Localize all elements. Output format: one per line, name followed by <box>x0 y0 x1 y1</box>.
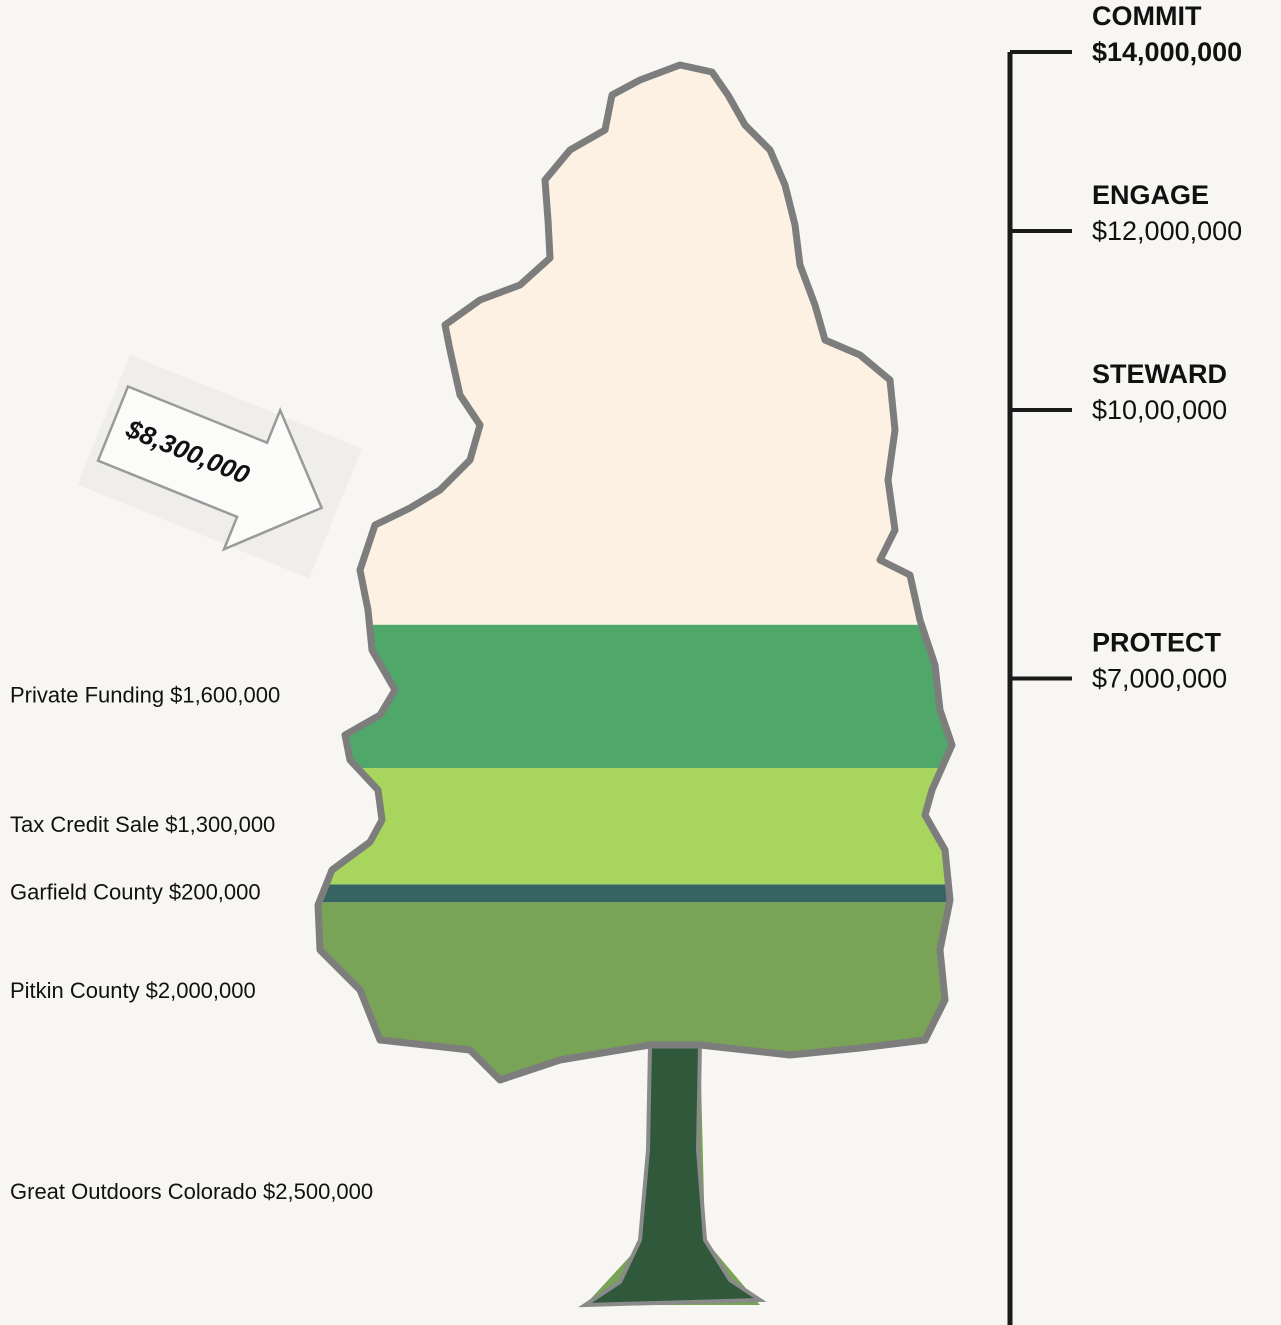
funding-label: Pitkin County$2,000,000 <box>10 978 256 1003</box>
funding-label: Great Outdoors Colorado$2,500,000 <box>10 1179 373 1204</box>
funding-name: Private Funding <box>10 682 164 707</box>
tick-name: STEWARD <box>1092 359 1227 389</box>
funding-name: Pitkin County <box>10 978 140 1003</box>
funding-amount: $2,500,000 <box>263 1179 373 1204</box>
funding-name: Great Outdoors Colorado <box>10 1179 257 1204</box>
funding-amount: $2,000,000 <box>146 978 256 1003</box>
funding-layer <box>300 884 980 902</box>
funding-layer <box>300 625 980 768</box>
funding-label: Tax Credit Sale$1,300,000 <box>10 812 275 837</box>
tick-name: COMMIT <box>1092 1 1202 31</box>
total-arrow: $8,300,000 <box>76 350 364 583</box>
funding-name: Tax Credit Sale <box>10 812 159 837</box>
tick-label: $10,00,000 <box>1092 395 1227 425</box>
funding-name: Garfield County <box>10 879 163 904</box>
tick-name: ENGAGE <box>1092 180 1209 210</box>
chart: $8,300,000 Great Outdoors Colorado$2,500… <box>0 0 1281 1325</box>
funding-label: Private Funding$1,600,000 <box>10 682 280 707</box>
tick-label: $7,000,000 <box>1092 664 1227 694</box>
funding-layer <box>300 902 980 1081</box>
page: $8,300,000 Great Outdoors Colorado$2,500… <box>0 0 1281 1325</box>
tick-label: $12,000,000 <box>1092 216 1242 246</box>
tree-trunk <box>585 1045 760 1305</box>
tick-name: PROTECT <box>1092 628 1222 658</box>
tree-layers <box>300 40 980 1310</box>
tick-label: $14,000,000 <box>1092 37 1242 67</box>
funding-amount: $1,300,000 <box>165 812 275 837</box>
funding-amount: $1,600,000 <box>170 682 280 707</box>
funding-layer <box>300 768 980 884</box>
funding-label: Garfield County$200,000 <box>10 879 261 904</box>
funding-amount: $200,000 <box>169 879 261 904</box>
